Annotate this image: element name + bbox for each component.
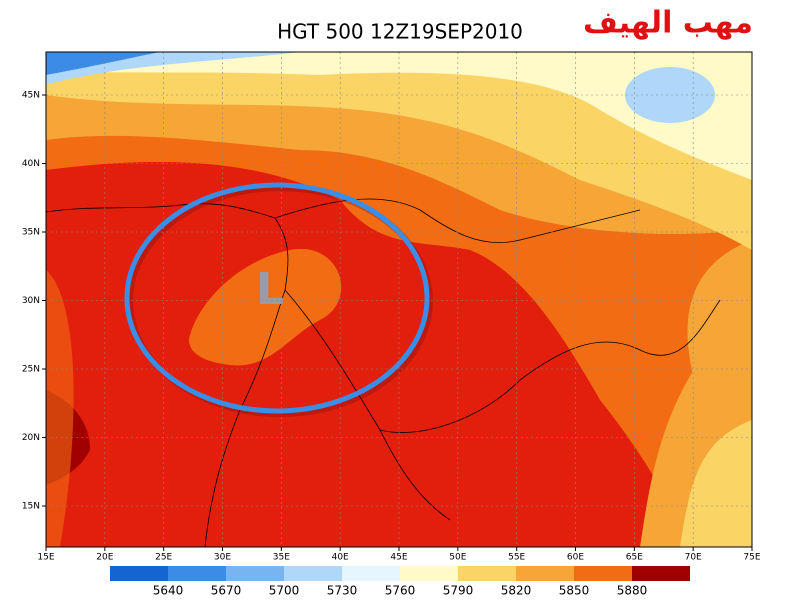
lat-label: 40N (22, 159, 40, 169)
colorbar-label: 5820 (501, 584, 532, 598)
colorbar-label: 5760 (385, 584, 416, 598)
lat-label: 20N (22, 433, 40, 443)
lat-label: 15N (22, 502, 40, 512)
lat-label: 25N (22, 365, 40, 375)
lon-label: 65E (626, 553, 643, 563)
lon-label: 45E (390, 553, 407, 563)
lon-label: 40E (332, 553, 349, 563)
lon-label: 15E (37, 553, 54, 563)
lon-label: 35E (273, 553, 290, 563)
colorbar-label: 5730 (327, 584, 358, 598)
lat-label: 45N (22, 91, 40, 101)
colorbar-label: 5880 (617, 584, 648, 598)
colorbar-label: 5670 (211, 584, 242, 598)
map-frame (45, 51, 753, 548)
lon-label: 20E (96, 553, 113, 563)
colorbar-label: 5790 (443, 584, 474, 598)
title: HGT 500 12Z19SEP2010 (277, 20, 523, 44)
colorbar-label: 5850 (559, 584, 590, 598)
lat-label: 30N (22, 296, 40, 306)
lon-label: 25E (155, 553, 172, 563)
lat-label: 35N (22, 228, 40, 238)
lon-label: 75E (743, 553, 760, 563)
overlay-title: مهب الهيف (583, 6, 753, 41)
lon-label: 55E (508, 553, 525, 563)
lon-label: 50E (449, 553, 466, 563)
lon-label: 30E (214, 553, 231, 563)
grid: 15E 20E 25E 30E 35E 40E 45E 50E 55E 60E 65E 70E 75E 4… (22, 52, 761, 563)
colorbar-label: 5700 (269, 584, 300, 598)
colorbar-label: 5640 (153, 584, 184, 598)
lon-label: 70E (685, 553, 702, 563)
low-label: L (256, 264, 284, 315)
lon-label: 60E (567, 553, 584, 563)
colorbar: 5640 5670 5700 5730 5760 5790 5820 5850 5880 (110, 566, 690, 598)
